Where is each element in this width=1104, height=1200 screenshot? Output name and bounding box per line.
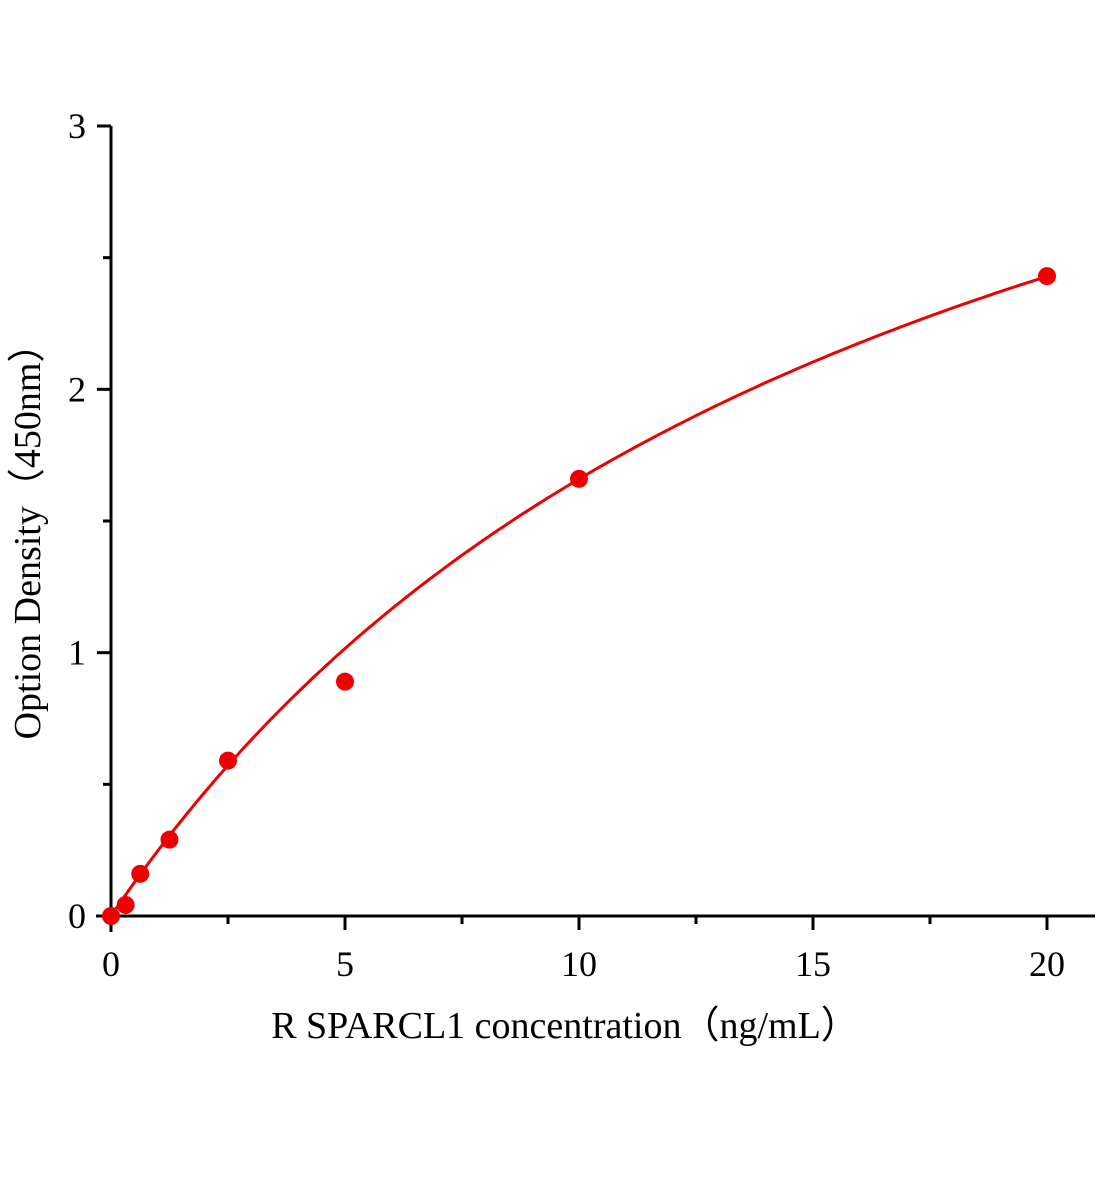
- data-point: [116, 895, 135, 914]
- y-tick-label: 0: [68, 896, 86, 936]
- y-tick-label: 2: [68, 369, 86, 409]
- data-point: [336, 672, 354, 691]
- x-tick-label: 5: [336, 944, 354, 984]
- x-tick-label: 15: [795, 944, 831, 984]
- axes: [96, 126, 1095, 932]
- y-axis-title: Option Density（450nm）: [7, 325, 49, 740]
- data-point: [102, 907, 120, 925]
- fit-curve: [109, 274, 1048, 917]
- x-tick-label: 10: [561, 944, 597, 984]
- data-point: [219, 751, 237, 770]
- data-point: [570, 469, 588, 488]
- x-tick-label: 20: [1029, 944, 1065, 984]
- data-point: [160, 830, 179, 849]
- y-tick-label: 1: [68, 633, 86, 673]
- y-tick-label: 3: [68, 106, 86, 146]
- x-tick-label: 0: [102, 944, 120, 984]
- x-axis-title: R SPARCL1 concentration（ng/mL）: [271, 1005, 859, 1047]
- data-point: [131, 864, 150, 883]
- data-points: [102, 267, 1056, 925]
- data-point: [1038, 267, 1056, 286]
- ticks: 0 5 10 15 20 0 1 2 3: [68, 106, 1065, 984]
